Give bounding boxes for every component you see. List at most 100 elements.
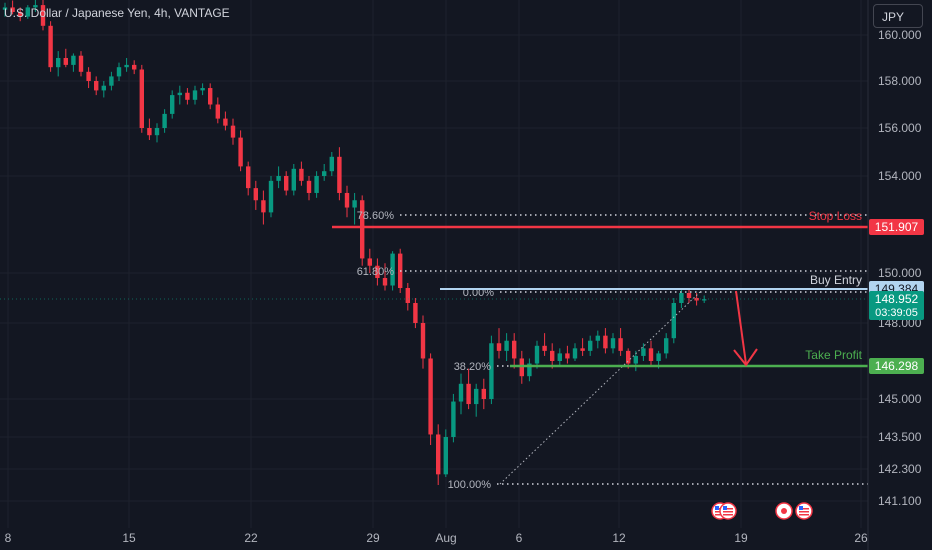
time-tick-label: 19 [734,531,748,545]
candle-body [382,278,388,286]
candle-body [71,55,76,65]
buy-entry-label: Buy Entry [810,273,862,287]
candle-body [474,388,479,405]
candle-body [284,176,289,191]
take-profit-price-badge-bg [869,358,924,374]
candle-body [230,125,236,138]
time-tick-label: 29 [366,531,380,545]
candle-body [132,64,137,70]
candle-body [2,7,8,10]
price-tick-label: 145.000 [878,392,922,406]
chart-title: U.S. Dollar / Japanese Yen, 4h, VANTAGE [4,6,230,20]
candle-body [192,90,198,100]
candle-body [390,253,395,286]
candle-body [314,176,319,193]
candle-body [268,180,274,213]
candle-body [671,303,676,339]
price-axis-bg [868,0,932,550]
candle-body [519,358,524,377]
take-profit-price-badge: 146.298 [875,359,919,373]
candle-body [329,156,334,172]
candle-body [101,85,106,91]
candle-body [344,192,350,208]
candle-body [504,340,509,351]
candle-body [337,156,342,193]
candle-body [595,335,600,341]
trade-arrow-head [733,348,758,367]
time-tick-label: 26 [854,531,868,545]
candle-body [458,383,464,402]
candle-body [147,128,152,136]
time-tick-label: 8 [5,531,12,545]
us-event-flag-icon-stripe [799,511,809,513]
candle-body [322,171,327,176]
candle-body [162,113,167,128]
fib-trend-line [499,291,701,485]
candle-body [534,345,540,364]
overlays: 78.60%61.80%0.00%38.20%100.00%Stop LossB… [0,209,868,520]
stop-loss-price-badge: 151.907 [875,220,919,234]
us-event-flag-icon-stripe [715,514,725,516]
candle-body [200,88,205,91]
candle-body [466,383,471,405]
candle-body [702,299,707,301]
candle-body [291,168,296,191]
time-tick-label: 12 [612,531,626,545]
fib-level-label: 61.80% [357,266,395,278]
stop-loss-price-badge-bg [869,219,924,235]
jp-event-flag-sun [781,508,787,514]
candle-body [215,104,220,119]
time-tick-label: Aug [435,531,456,545]
price-tick-label: 142.300 [878,462,922,476]
candle-body [367,258,372,266]
us-event-flag-icon-canton [723,506,727,510]
candle-body [375,265,380,278]
candle-body [40,5,46,26]
price-tick-label: 160.000 [878,28,922,42]
candle-body [238,137,243,167]
candle-body [641,348,646,356]
candle-body [420,323,426,359]
candle-body [276,176,281,181]
candle-body [618,338,623,351]
candle-body [33,5,38,8]
us-event-flag-icon-stripe [799,514,809,516]
candle-body [208,88,213,105]
candle-body [572,348,578,359]
candles [2,0,707,485]
fib-level-label: 100.00% [448,479,492,491]
candle-body [63,58,68,65]
us-event-flag-icon-canton [715,506,719,510]
candle-body [610,338,616,349]
last-price-badge: 148.952 [875,292,919,306]
us-event-flag-icon-stripe [723,508,733,510]
price-axis[interactable]: 160.000158.000156.000154.000150.000148.0… [867,0,932,550]
us-event-flag-icon-stripe [799,508,809,510]
candle-body [557,353,562,361]
candle-body [185,92,190,100]
grid-lines [0,0,868,528]
candle-body [116,67,122,77]
candle-body [428,358,433,435]
fib-level-label: 78.60% [357,210,395,222]
time-tick-label: 6 [516,531,523,545]
candle-body [352,200,357,208]
last-price-badge-bg [869,291,924,320]
last-price-badge-countdown: 03:39:05 [875,307,918,319]
candle-body [109,76,114,86]
time-axis[interactable]: 8 15 22 29 Aug 6 12 19 26 [5,531,868,545]
candle-body [48,25,53,68]
us-event-flag-icon-canton [799,506,803,510]
candle-body [223,118,228,126]
candle-body [246,166,251,189]
candle-body [177,92,182,96]
candle-body [686,293,692,298]
candle-body [664,338,669,354]
candle-body [94,81,99,91]
candle-body [588,340,593,351]
currency-button[interactable]: JPY [873,4,923,28]
time-tick-label: 22 [244,531,258,545]
candle-body [648,348,654,361]
